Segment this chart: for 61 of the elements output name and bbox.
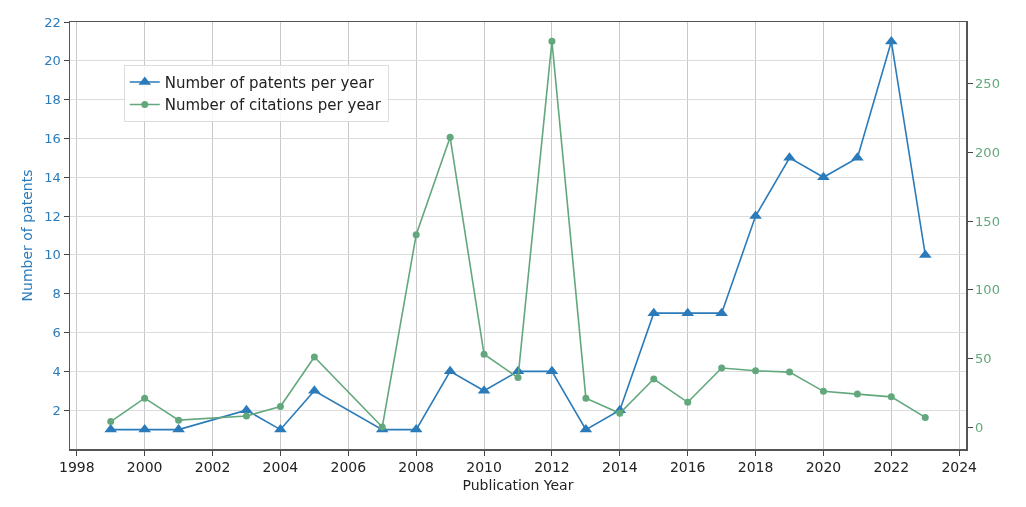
x-tick-label: 2016 — [669, 459, 706, 476]
point — [718, 364, 726, 372]
y2-tick-label: 100 — [975, 282, 1000, 298]
x-tick-label: 2004 — [262, 459, 299, 476]
point — [887, 393, 895, 401]
point — [141, 394, 149, 402]
point — [752, 367, 760, 375]
y-tick-label: 10 — [44, 247, 61, 263]
x-tick-label: 2010 — [466, 459, 502, 476]
point — [819, 387, 827, 395]
y2-tick-label: 50 — [975, 350, 992, 366]
point — [650, 375, 658, 383]
point — [616, 409, 624, 417]
point — [276, 402, 284, 410]
y-tick-label: 20 — [44, 53, 61, 69]
point — [446, 133, 454, 141]
x-tick-label: 2024 — [941, 459, 978, 476]
x-tick-label: 2002 — [194, 459, 231, 476]
y-tick-label: 12 — [44, 208, 61, 224]
point — [817, 171, 830, 181]
y2-tick-label: 150 — [975, 213, 1000, 229]
x-tick-label: 2014 — [602, 459, 638, 476]
x-tick-label: 2022 — [873, 459, 910, 476]
point — [480, 350, 488, 358]
x-tick-label: 1998 — [58, 459, 95, 476]
y-axis-title: Number of patents — [18, 169, 35, 302]
x-tick-label: 2000 — [126, 459, 163, 476]
point — [684, 398, 692, 406]
x-axis-title: Publication Year — [462, 477, 574, 494]
y-tick-label: 8 — [52, 286, 61, 302]
y-tick-label: 4 — [52, 363, 61, 379]
legend-label: Number of citations per year — [164, 96, 382, 115]
point — [175, 416, 183, 424]
y-tick-label: 16 — [44, 131, 61, 146]
point — [921, 413, 929, 421]
point — [548, 37, 556, 45]
point — [884, 35, 898, 45]
point — [242, 412, 250, 420]
point — [443, 365, 457, 375]
y-tick-label: 22 — [44, 14, 61, 30]
x-tick-label: 2020 — [805, 459, 842, 476]
y-tick-label: 6 — [52, 325, 61, 341]
y2-tick-label: 250 — [975, 76, 1000, 92]
x-tick-label: 2008 — [398, 459, 434, 476]
point — [545, 365, 559, 375]
legend-label: Number of patents per year — [164, 73, 375, 92]
point — [107, 418, 115, 426]
point — [514, 374, 522, 382]
point — [412, 231, 420, 239]
y-tick-label: 2 — [52, 402, 61, 418]
x-tick-label: 2012 — [534, 459, 570, 476]
point — [582, 394, 590, 402]
x-tick-label: 2006 — [330, 459, 367, 476]
x-tick-label: 2018 — [737, 459, 774, 476]
point — [310, 353, 318, 361]
y-tick-label: 14 — [44, 169, 61, 185]
y2-tick-label: 0 — [975, 419, 984, 435]
y2-tick-label: 200 — [975, 144, 1000, 160]
point — [853, 390, 861, 398]
y-tick-label: 18 — [44, 92, 61, 108]
point — [786, 368, 794, 376]
